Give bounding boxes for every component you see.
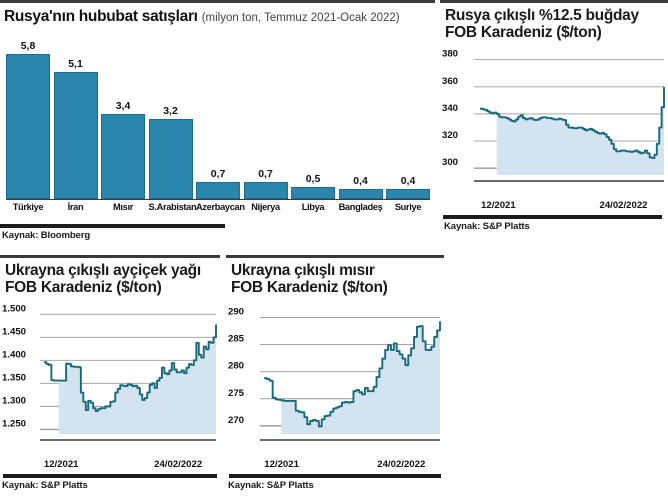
area-fill xyxy=(281,321,440,434)
y-axis-tick-label: 340 xyxy=(442,103,458,114)
corn-source: Kaynak: S&P Platts xyxy=(228,480,314,491)
x-axis-tick-label: 24/02/2022 xyxy=(600,200,648,211)
x-axis-tick-label: 12/2021 xyxy=(481,200,516,211)
bar-category-label: Azerbaycan xyxy=(196,202,245,212)
bar-chart-axis-line xyxy=(6,199,430,200)
bar-series: 5,8 5,1 3,4 3,2 0,7 0,7 0,5 0,4 0,4 xyxy=(6,31,430,199)
bar-column: 0,7 xyxy=(243,31,288,199)
x-axis-tick-label: 12/2021 xyxy=(264,459,299,470)
area-fill xyxy=(58,324,216,434)
y-axis-tick-label: 280 xyxy=(228,361,244,372)
y-axis-tick-label: 360 xyxy=(442,76,458,87)
bar-category-label: Türkiye xyxy=(12,202,44,212)
wheat-title-line1: Rusya çıkışlı %12.5 buğday xyxy=(445,7,639,24)
wheat-title-line2: FOB Karadeniz xyxy=(445,24,553,42)
bar-rect xyxy=(338,189,383,199)
wheat-chart-title: Rusya çıkışlı %12.5 buğday FOB Karadeniz… xyxy=(445,7,664,42)
corn-line-chart: 270 275 280 285 290 12/2021 24/02/2022 xyxy=(228,306,441,470)
y-axis-tick-label: 1.250 xyxy=(2,418,26,429)
bar-category-label: S.Arabistan xyxy=(148,202,197,212)
oil-line-chart: 1.250 1.300 1.350 1.400 1.450 1.500 12/2021 24/… xyxy=(2,303,217,470)
y-axis-tick-label: 275 xyxy=(228,388,245,399)
bar-category-label: Suriye xyxy=(394,202,422,212)
bar-panel-source: Kaynak: Bloomberg xyxy=(2,230,91,241)
oil-title-line1: Ukrayna çıkışlı ayçiçek yağı xyxy=(5,262,201,279)
bar-column: 0,7 xyxy=(196,31,240,199)
bar-rect xyxy=(148,119,193,199)
grain-sales-bar-panel: Rusya'nın hububat satışları (milyon ton,… xyxy=(0,0,435,246)
corn-chart-title: Ukrayna çıkışlı mısır FOB Karadeniz ($/t… xyxy=(231,262,440,297)
wheat-title-unit: ($/ton) xyxy=(556,24,602,42)
bar-column: 5,1 xyxy=(53,31,98,199)
corn-title-line2: FOB Karadeniz xyxy=(231,279,339,297)
bar-rect xyxy=(196,181,240,199)
sunflower-oil-price-panel: Ukrayna çıkışlı ayçiçek yağı FOB Karaden… xyxy=(0,255,220,503)
corn-source-rule xyxy=(229,474,441,478)
bar-column: 3,2 xyxy=(148,31,193,199)
corn-price-panel: Ukrayna çıkışlı mısır FOB Karadeniz ($/t… xyxy=(226,255,444,503)
bar-rect xyxy=(386,189,430,199)
bar-chart-title: Rusya'nın hububat satışları (milyon ton,… xyxy=(4,8,400,25)
bar-panel-source-rule xyxy=(0,224,225,228)
x-axis-tick-label: 24/02/2022 xyxy=(154,459,202,470)
y-axis-tick-label: 380 xyxy=(442,49,458,60)
bar-value-label: 3,4 xyxy=(115,100,131,113)
corn-title-unit: ($/ton) xyxy=(342,279,388,297)
bar-chart-title-main: Rusya'nın hububat satışları xyxy=(4,8,198,25)
oil-source-rule xyxy=(3,474,217,478)
bar-value-label: 5,1 xyxy=(68,57,83,70)
wheat-price-panel: Rusya çıkışlı %12.5 buğday FOB Karadeniz… xyxy=(440,0,668,250)
bar-value-label: 0,4 xyxy=(400,175,416,188)
y-axis-tick-label: 1.350 xyxy=(2,372,26,383)
bar-column: 0,4 xyxy=(386,31,430,199)
bar-chart-category-labels: Türkiye İran Mısır S.Arabistan Azerbaycan Nij… xyxy=(6,202,430,212)
x-axis-tick-label: 24/02/2022 xyxy=(377,459,425,470)
bar-value-label: 0,5 xyxy=(305,172,321,185)
bar-column: 5,8 xyxy=(6,31,50,199)
bar-category-label: İran xyxy=(67,202,84,212)
wheat-line-chart: 300 320 340 360 380 12/2021 24/02/2022 xyxy=(442,49,665,211)
y-axis-tick-label: 290 xyxy=(228,306,244,317)
bar-chart-title-sub: (milyon ton, Temmuz 2021-Ocak 2022) xyxy=(201,12,400,24)
bar-value-label: 0,4 xyxy=(353,175,368,188)
bar-column: 0,4 xyxy=(338,31,383,199)
y-axis-tick-label: 1.300 xyxy=(2,395,26,406)
bar-value-label: 5,8 xyxy=(20,40,36,53)
bar-value-label: 3,2 xyxy=(163,105,178,118)
bar-rect xyxy=(291,186,335,199)
y-axis-tick-label: 1.500 xyxy=(2,303,26,314)
y-axis-tick-label: 1.450 xyxy=(2,326,26,337)
oil-source: Kaynak: S&P Platts xyxy=(2,480,88,491)
bar-column: 3,4 xyxy=(101,31,145,199)
corn-title-line1: Ukrayna çıkışlı mısır xyxy=(231,262,375,279)
y-axis-tick-label: 300 xyxy=(442,157,458,168)
y-axis-tick-label: 320 xyxy=(442,130,458,141)
y-axis-tick-label: 270 xyxy=(228,415,244,426)
bar-category-label: Libya xyxy=(301,202,325,212)
bar-category-label: Bangladeş xyxy=(338,202,383,212)
x-axis-tick-label: 12/2021 xyxy=(44,459,79,470)
bar-value-label: 0,7 xyxy=(210,167,226,180)
oil-title-line2: FOB Karadeniz xyxy=(5,279,113,297)
wheat-source: Kaynak: S&P Platts xyxy=(444,221,530,232)
bar-rect xyxy=(243,181,288,199)
oil-chart-title: Ukrayna çıkışlı ayçiçek yağı FOB Karaden… xyxy=(5,262,216,297)
y-axis-tick-label: 285 xyxy=(228,334,245,345)
bar-chart-plot-area: 5,8 5,1 3,4 3,2 0,7 0,7 0,5 0,4 0,4 xyxy=(6,31,430,199)
bar-rect xyxy=(6,54,50,199)
area-fill xyxy=(496,86,664,175)
bar-rect xyxy=(101,114,145,199)
price-line xyxy=(44,324,217,412)
price-line xyxy=(264,321,441,428)
wheat-source-rule xyxy=(443,215,662,219)
bar-rect xyxy=(53,71,98,199)
bar-category-label: Nijerya xyxy=(251,202,280,212)
bar-category-label: Mısır xyxy=(113,202,133,212)
y-axis-tick-label: 1.400 xyxy=(2,349,26,360)
oil-title-unit: ($/ton) xyxy=(116,279,162,297)
price-line xyxy=(480,86,665,159)
bar-value-label: 0,7 xyxy=(258,167,273,180)
bar-column: 0,5 xyxy=(291,31,335,199)
